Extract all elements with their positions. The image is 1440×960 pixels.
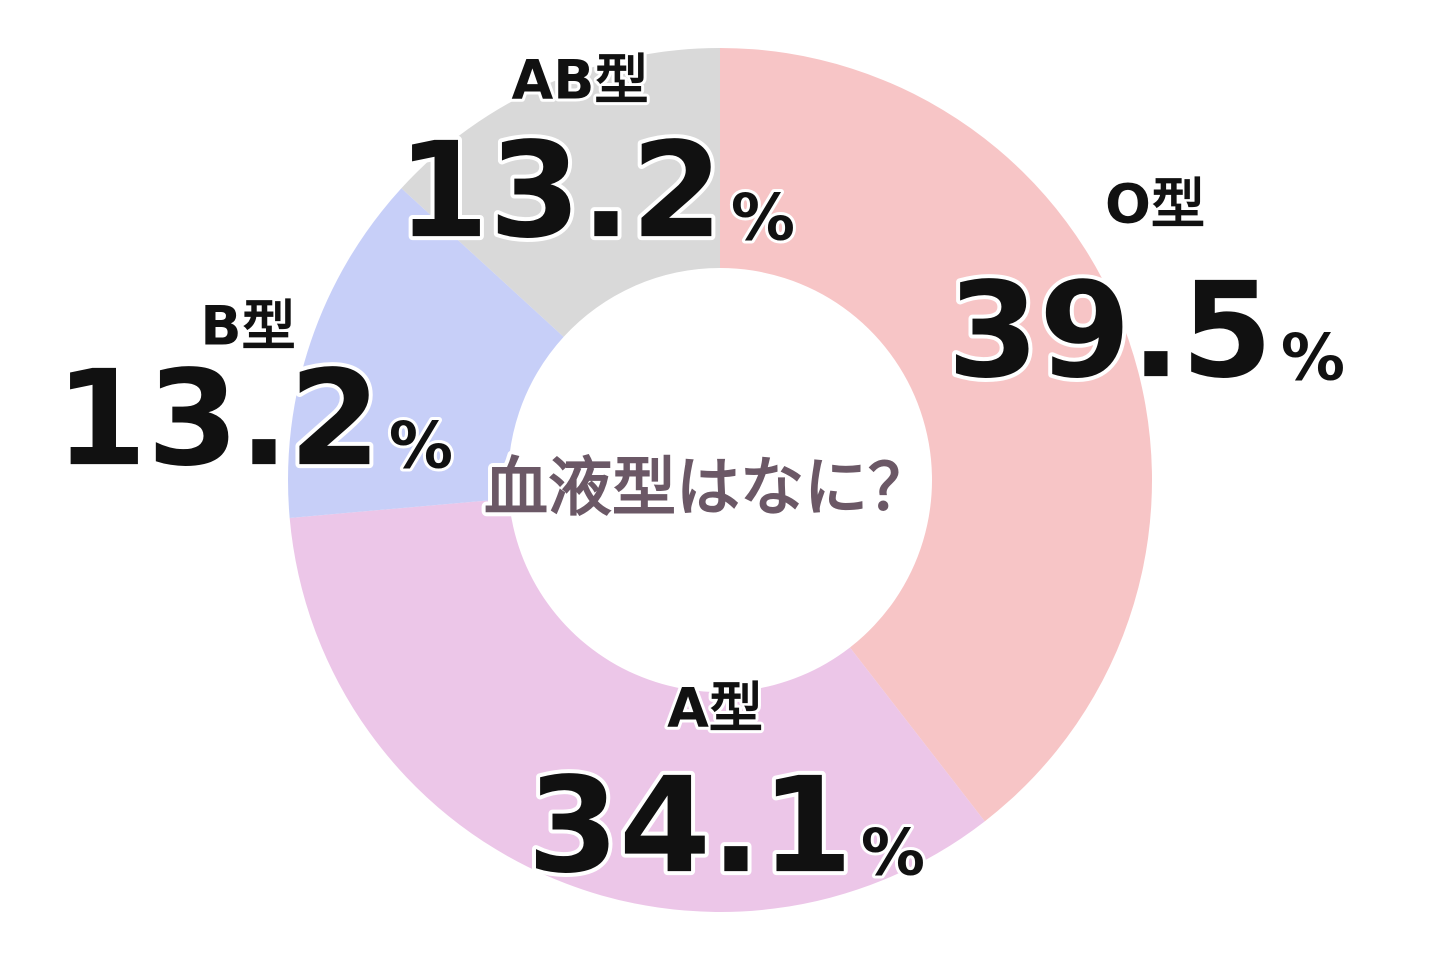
value-unit: %: [731, 182, 795, 256]
value-label: 34.1: [527, 749, 853, 903]
donut-slice: [289, 498, 985, 912]
value-label: 13.2: [397, 114, 723, 268]
donut-slice: [401, 48, 720, 337]
chart-title: 血液型はなに？: [484, 452, 932, 526]
value-unit: %: [1281, 322, 1345, 396]
slice-label: B型: [200, 295, 295, 358]
value-unit: %: [389, 410, 453, 484]
donut-slice: [288, 188, 564, 518]
value-label: 39.5: [947, 254, 1273, 408]
value-unit: %: [861, 817, 925, 891]
donut-slice: [720, 48, 1153, 822]
slice-label: A型: [667, 677, 763, 740]
slice-label: AB型: [512, 49, 649, 112]
slice-label: O型: [1105, 173, 1205, 236]
slices: [288, 48, 1153, 912]
value-label: 13.2: [55, 342, 381, 496]
